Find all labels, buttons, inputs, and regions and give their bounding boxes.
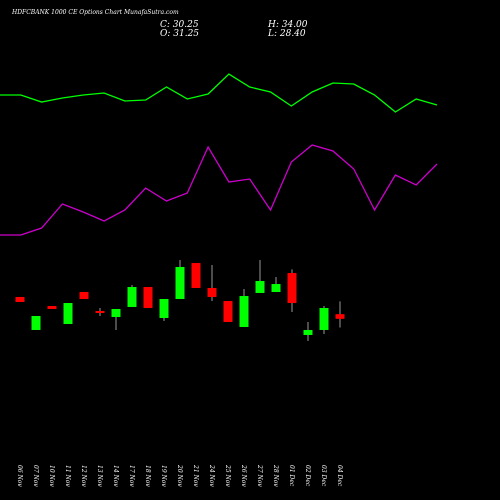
chart-title: HDFCBANK 1000 CE Options Chart MunafaSut… — [11, 9, 179, 16]
candle-body — [111, 308, 121, 318]
candle-body — [31, 315, 41, 330]
x-tick-label: 19 Nov — [160, 465, 167, 487]
x-tick-label: 10 Nov — [48, 465, 55, 487]
candle-body — [335, 314, 345, 319]
high-info: H: 34.00 — [267, 20, 308, 30]
candle-body — [127, 287, 137, 307]
x-tick-label: 27 Nov — [256, 464, 263, 487]
candle-body — [47, 306, 57, 309]
x-tick-label: 03 Dec — [320, 465, 327, 487]
open-info: O: 31.25 — [160, 29, 199, 39]
x-tick-label: 02 Dec — [304, 465, 311, 487]
x-tick-label: 28 Nov — [272, 464, 279, 487]
indicator-line — [0, 144, 438, 236]
indicator-line — [0, 73, 438, 113]
candle-body — [191, 263, 201, 288]
candle-body — [239, 296, 249, 327]
low-info: L: 28.40 — [267, 29, 306, 39]
x-tick-label: 24 Nov — [208, 464, 215, 487]
candle-body — [319, 308, 329, 330]
x-tick-label: 21 Nov — [192, 464, 199, 487]
x-tick-label: 01 Dec — [288, 465, 295, 487]
x-tick-label: 18 Nov — [144, 465, 151, 487]
x-tick-label: 04 Dec — [336, 465, 343, 487]
candle-body — [63, 303, 73, 325]
candle-body — [207, 287, 217, 297]
x-tick-label: 06 Nov — [16, 465, 23, 487]
x-tick-label: 11 Nov — [64, 465, 71, 487]
candle-body — [223, 301, 233, 323]
x-tick-label: 17 Nov — [128, 465, 135, 487]
candle-body — [271, 284, 281, 292]
x-tick-label: 26 Nov — [240, 464, 247, 487]
candle-body — [287, 273, 297, 304]
candle-body — [143, 287, 153, 309]
candle-body — [255, 280, 265, 293]
candle-body — [79, 292, 89, 299]
x-tick-label: 12 Nov — [80, 465, 87, 487]
x-tick-label: 25 Nov — [224, 464, 231, 487]
x-tick-label: 13 Nov — [96, 465, 103, 487]
candle-body — [159, 299, 169, 318]
x-tick-label: 20 Nov — [176, 464, 183, 487]
candle-body — [15, 296, 25, 302]
candle-body — [95, 310, 105, 313]
candle-body — [175, 266, 185, 299]
x-tick-label: 14 Nov — [112, 465, 119, 487]
x-tick-label: 07 Nov — [32, 465, 39, 487]
candle-body — [303, 329, 313, 335]
close-info: C: 30.25 — [160, 20, 199, 30]
